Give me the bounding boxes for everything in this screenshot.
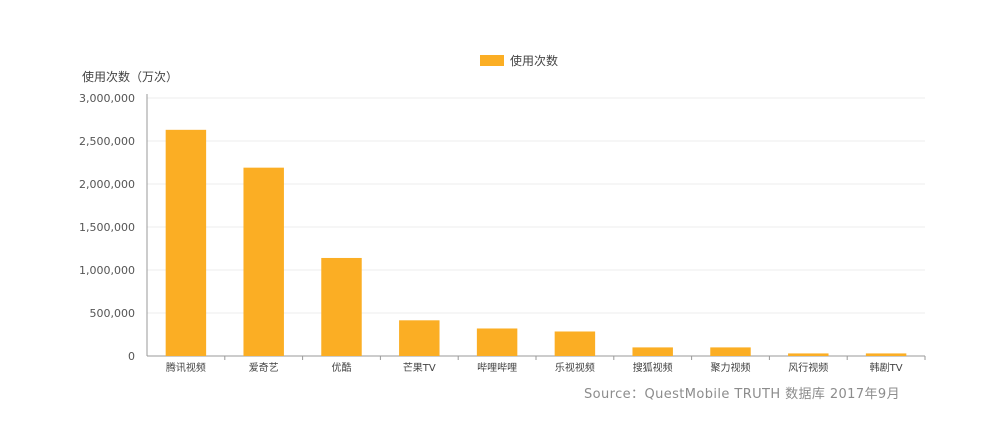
bar [710, 347, 751, 356]
y-tick-label: 500,000 [90, 307, 136, 320]
x-tick-label: 搜狐视频 [633, 361, 673, 374]
y-tick-label: 1,000,000 [79, 264, 135, 277]
y-tick-label: 0 [128, 350, 135, 363]
bar [865, 353, 907, 356]
x-tick-label: 风行视频 [788, 361, 828, 374]
source-note: Source：QuestMobile TRUTH 数据库 2017年9月 [584, 387, 900, 402]
bar [788, 353, 829, 356]
x-tick-label: 乐视视频 [555, 361, 595, 374]
bar [321, 257, 362, 356]
x-tick-label: 芒果TV [403, 361, 436, 374]
bar [399, 320, 440, 356]
y-tick-label: 2,500,000 [79, 135, 135, 148]
legend-swatch [480, 55, 504, 66]
y-tick-label: 1,500,000 [79, 221, 135, 234]
bar [165, 129, 207, 356]
bar [243, 167, 284, 356]
x-tick-label: 聚力视频 [711, 361, 751, 374]
bar [554, 331, 596, 356]
legend: 使用次数 [480, 52, 558, 69]
y-axis-label: 使用次数（万次） [82, 70, 179, 84]
x-tick-label: 腾讯视频 [166, 361, 206, 374]
bar [476, 328, 518, 356]
x-tick-label: 爱奇艺 [249, 361, 279, 374]
x-tick-label: 哔哩哔哩 [477, 361, 517, 374]
bar [632, 347, 673, 356]
x-tick-label: 优酷 [332, 361, 352, 374]
y-tick-label: 3,000,000 [79, 92, 135, 105]
legend-label: 使用次数 [510, 54, 559, 68]
y-tick-label: 2,000,000 [79, 178, 135, 191]
x-tick-label: 韩剧TV [870, 361, 903, 374]
